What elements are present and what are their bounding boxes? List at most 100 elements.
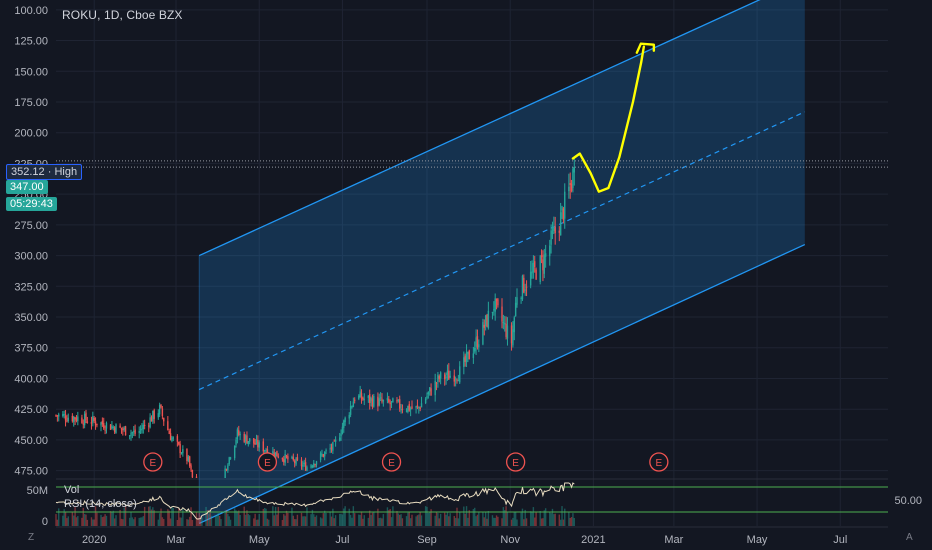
- volume-bar: [559, 519, 562, 526]
- volume-bar: [531, 511, 533, 526]
- candle-body: [167, 421, 169, 430]
- zoom-icon[interactable]: Z: [28, 532, 35, 543]
- volume-bar: [344, 506, 346, 526]
- candle-body: [381, 398, 383, 402]
- volume-label[interactable]: Vol: [64, 484, 80, 496]
- volume-bar: [276, 514, 278, 526]
- volume-bar: [169, 518, 172, 526]
- volume-bar: [158, 513, 161, 526]
- auto-scale-icon[interactable]: A: [906, 532, 913, 543]
- volume-bar: [77, 516, 79, 526]
- volume-bar: [123, 507, 125, 526]
- candle-body: [453, 375, 455, 382]
- volume-bar: [416, 515, 419, 526]
- time-tick-label: 2020: [82, 534, 106, 546]
- candle-body: [486, 314, 488, 327]
- candle-body: [493, 309, 495, 311]
- candle-body: [247, 441, 250, 445]
- candle-body: [344, 417, 346, 423]
- candle-body: [454, 378, 457, 380]
- candle-body: [569, 183, 571, 185]
- volume-bar: [111, 511, 113, 526]
- volume-bar: [71, 511, 74, 526]
- candle-body: [424, 398, 427, 404]
- candle-body: [287, 456, 289, 460]
- volume-bar: [208, 513, 210, 526]
- candle-body: [420, 403, 423, 408]
- candle-body: [67, 417, 69, 422]
- candle-body: [520, 297, 522, 299]
- candle-body: [101, 420, 104, 425]
- candle-body: [265, 450, 267, 452]
- volume-bar: [322, 513, 325, 526]
- volume-bar: [239, 514, 241, 526]
- candle-body: [382, 400, 385, 402]
- candle-body: [172, 437, 174, 439]
- volume-bar: [363, 515, 365, 526]
- volume-bar: [92, 519, 94, 526]
- time-tick-label: Jul: [335, 534, 349, 546]
- volume-bar: [544, 508, 547, 526]
- rsi-label[interactable]: RSI (14, close): [64, 498, 137, 510]
- volume-bar: [501, 518, 503, 526]
- volume-bar: [389, 509, 391, 526]
- candle-body: [405, 410, 408, 412]
- candle-body: [379, 397, 382, 399]
- volume-bar: [341, 514, 344, 526]
- candle-body: [314, 464, 316, 466]
- volume-bar: [62, 515, 64, 526]
- volume-bar: [334, 515, 337, 526]
- candle-body: [120, 427, 123, 430]
- volume-bar: [64, 511, 67, 526]
- candle-body: [186, 448, 188, 462]
- volume-bar: [141, 517, 143, 526]
- volume-bar: [120, 518, 123, 526]
- candle-body: [103, 423, 105, 429]
- volume-bar: [83, 513, 86, 526]
- volume-bar: [338, 513, 341, 526]
- volume-bar: [482, 511, 484, 526]
- candle-body: [302, 464, 304, 467]
- high-price-tag: 352.12 · High: [6, 164, 83, 180]
- volume-bar: [220, 519, 222, 526]
- candle-body: [115, 424, 117, 434]
- candle-body: [559, 212, 562, 236]
- volume-bar: [562, 519, 565, 526]
- volume-bar: [112, 510, 114, 526]
- candle-body: [484, 315, 487, 327]
- candle-body: [182, 449, 184, 454]
- volume-bar: [405, 516, 408, 526]
- price-tick-label: 275.00: [14, 220, 48, 232]
- price-tick-label: 175.00: [14, 97, 48, 109]
- candle-body: [277, 456, 280, 458]
- candle-body: [502, 322, 505, 324]
- price-tick-label: 325.00: [14, 281, 48, 293]
- volume-bar: [333, 518, 335, 526]
- candle-body: [544, 253, 547, 257]
- candle-body: [191, 469, 194, 478]
- candle-body: [474, 347, 476, 352]
- candle-body: [354, 399, 356, 401]
- volume-bar: [163, 518, 165, 526]
- candle-body: [153, 410, 155, 419]
- volume-bar: [512, 517, 514, 526]
- candle-body: [244, 435, 247, 442]
- volume-bar: [551, 508, 554, 526]
- candle-body: [315, 461, 318, 465]
- volume-bar: [74, 507, 76, 526]
- volume-bar: [248, 515, 251, 526]
- candle-body: [561, 206, 563, 211]
- volume-bar: [439, 513, 442, 526]
- candle-body: [478, 344, 480, 348]
- candle-body: [313, 463, 315, 468]
- last-price-tag: 347.00: [6, 180, 48, 194]
- candle-body: [512, 329, 514, 346]
- volume-bar: [143, 506, 146, 526]
- volume-bar: [573, 517, 575, 526]
- volume-bar: [283, 514, 285, 526]
- candle-body: [439, 372, 442, 379]
- volume-bar: [314, 516, 316, 526]
- volume-bar: [448, 516, 450, 526]
- candle-body: [476, 336, 479, 348]
